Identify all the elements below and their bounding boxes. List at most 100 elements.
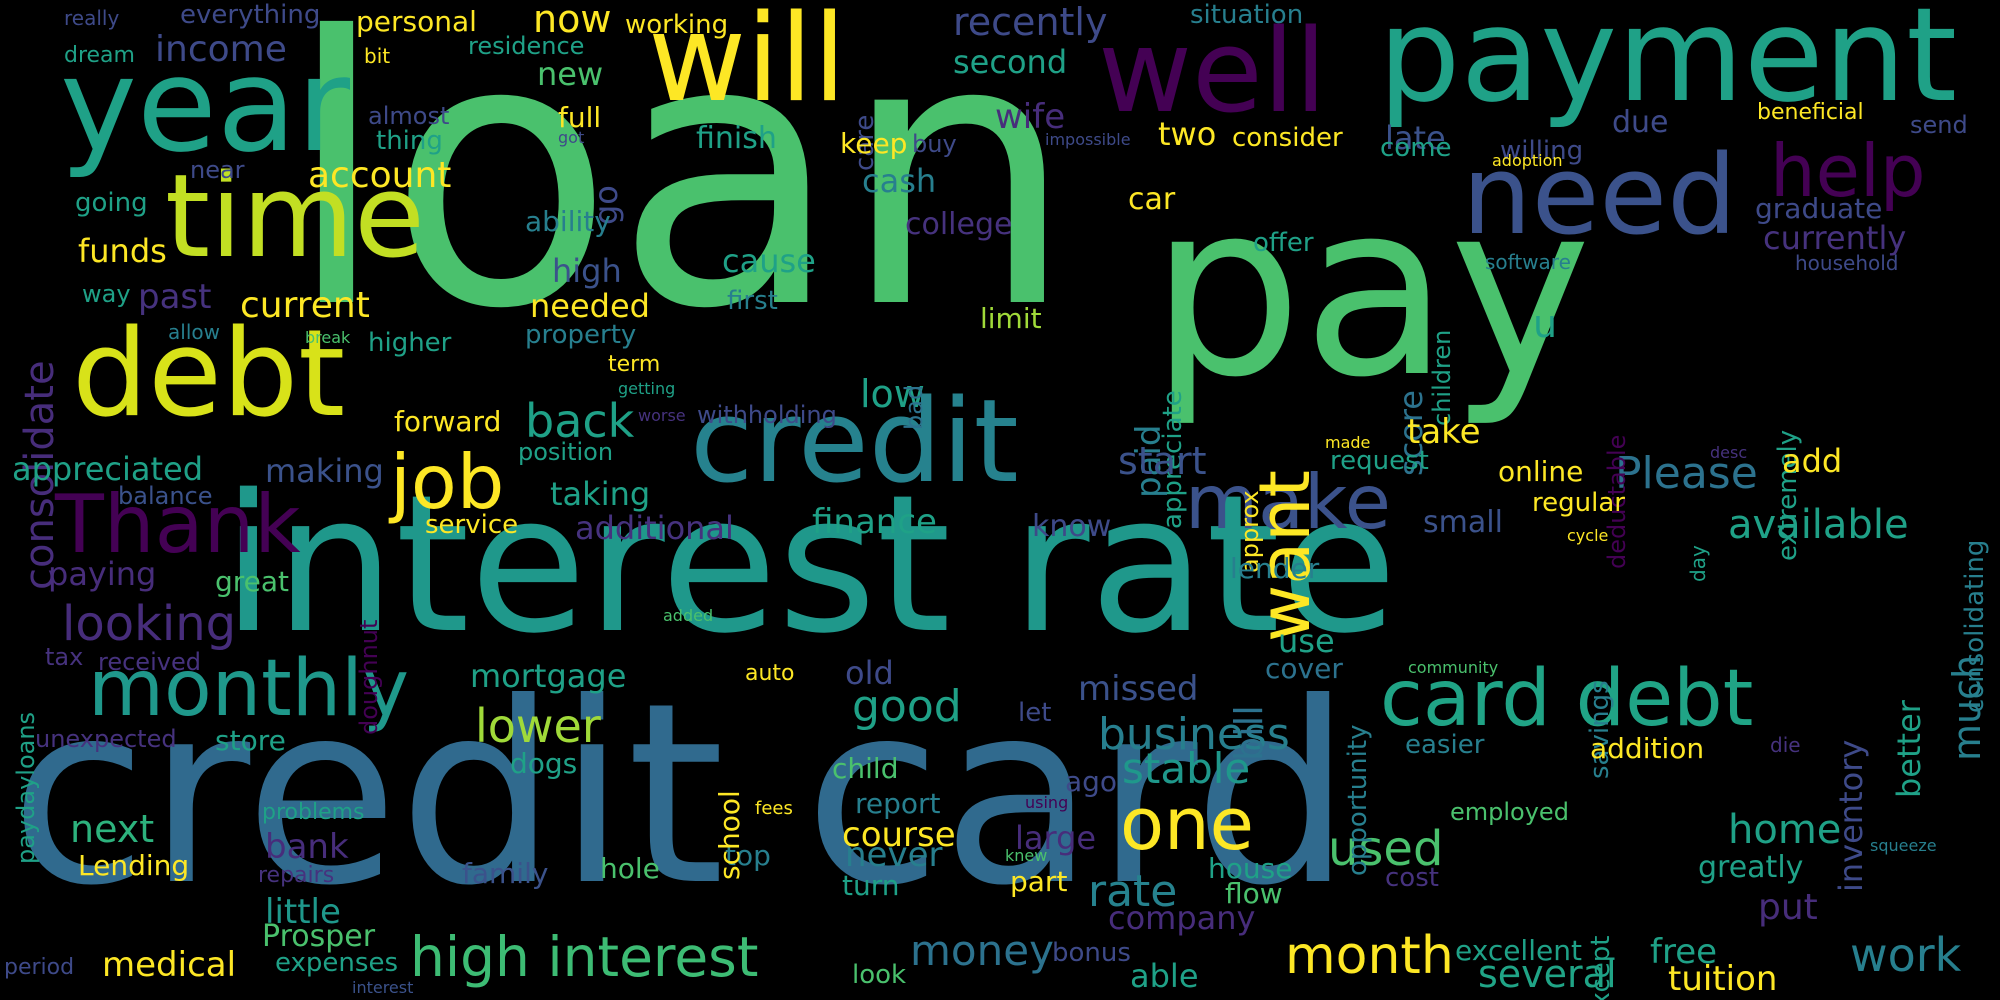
word-let: let xyxy=(1018,698,1052,728)
word-squeeze: squeeze xyxy=(1870,836,1937,855)
word-doughnut: doughnut xyxy=(355,619,383,735)
word-community: community xyxy=(1408,658,1499,677)
word-made: made xyxy=(1325,433,1371,452)
word-graduate: graduate xyxy=(1755,192,1883,225)
word-bit: bit xyxy=(364,44,391,68)
word-working: working xyxy=(625,10,729,40)
word-getting: getting xyxy=(618,379,676,398)
word-little: little xyxy=(265,892,341,932)
word-adoption: adoption xyxy=(1492,151,1563,170)
word-additional: additional xyxy=(575,509,734,547)
word-making: making xyxy=(265,452,384,490)
word-first: first xyxy=(727,286,778,316)
word-college: college xyxy=(905,207,1013,242)
word-need: need xyxy=(1462,131,1737,259)
word-prosper: Prosper xyxy=(262,919,376,954)
word-now: now xyxy=(533,0,612,41)
word-die: die xyxy=(1770,733,1801,757)
word-money: money xyxy=(910,926,1054,975)
word-ability: ability xyxy=(525,205,611,238)
word-added: added xyxy=(663,606,714,625)
word-mortgage: mortgage xyxy=(470,657,627,695)
word-almost: almost xyxy=(368,102,450,130)
word-period: period xyxy=(4,955,75,980)
word-lending: Lending xyxy=(78,849,190,882)
word-going: going xyxy=(75,188,148,218)
word-small: small xyxy=(1423,505,1503,540)
word-got: got xyxy=(558,128,585,147)
word-company: company xyxy=(1108,899,1256,937)
word-impossible: impossible xyxy=(1045,130,1131,149)
word-service: service xyxy=(425,510,519,540)
word-desc: desc xyxy=(1710,443,1748,462)
word-send: send xyxy=(1910,111,1968,139)
word-house: house xyxy=(1208,852,1293,885)
word-better: better xyxy=(1890,700,1928,798)
word-late: late xyxy=(1385,119,1446,157)
word-due: due xyxy=(1612,105,1669,140)
word-credit-card: credit card xyxy=(10,649,1352,940)
word-card-debt: card debt xyxy=(1380,654,1754,744)
word-auto: auto xyxy=(745,661,795,686)
word-regular: regular xyxy=(1532,488,1625,518)
word-will: will xyxy=(648,0,847,129)
word-balance: balance xyxy=(118,482,213,510)
word-willing: willing xyxy=(1500,136,1584,166)
word-part: part xyxy=(1010,865,1068,898)
word-business: business xyxy=(1098,709,1290,760)
word-medical: medical xyxy=(102,945,237,985)
word-missed: missed xyxy=(1078,669,1199,709)
word-looking: looking xyxy=(62,596,237,652)
word-family: family xyxy=(462,857,549,890)
word-know: know xyxy=(1032,509,1112,544)
word-except: except xyxy=(1586,935,1616,1000)
word-lender: lender xyxy=(1230,552,1320,585)
word-interest-small: interest xyxy=(352,978,414,997)
word-flow: flow xyxy=(1225,877,1283,910)
word-back: back xyxy=(525,394,635,448)
word-help: help xyxy=(1770,129,1926,213)
word-appreciated: appreciated xyxy=(12,450,204,488)
word-store: store xyxy=(215,724,286,757)
word-payment: payment xyxy=(1378,0,1958,131)
word-recently: recently xyxy=(953,0,1108,44)
word-keep: keep xyxy=(840,127,908,160)
word-monthly: monthly xyxy=(88,644,409,734)
word-forward: forward xyxy=(394,405,502,438)
word-everything: everything xyxy=(180,0,321,30)
word-unexpected: unexpected xyxy=(35,725,177,753)
word-home: home xyxy=(1728,807,1842,853)
word-look: look xyxy=(852,960,907,990)
word-use: use xyxy=(1278,622,1335,660)
word-current: current xyxy=(240,285,370,326)
word-paydayloans: paydayloans xyxy=(12,711,40,864)
word-never: never xyxy=(845,835,943,875)
word-employed: employed xyxy=(1450,798,1569,826)
word-dream: dream xyxy=(64,43,135,68)
word-buy: buy xyxy=(912,130,957,158)
word-great: great xyxy=(215,565,290,598)
word-using: using xyxy=(1025,793,1069,812)
word-school: school xyxy=(713,790,746,880)
word-top: top xyxy=(725,839,771,872)
word-cost: cost xyxy=(1385,863,1439,893)
word-knew: knew xyxy=(1005,846,1048,865)
word-low: low xyxy=(860,372,925,416)
word-start: start xyxy=(1118,439,1207,483)
word-debt: debt xyxy=(72,305,346,444)
word-property: property xyxy=(525,320,637,350)
word-able: able xyxy=(1130,957,1199,995)
word-month: month xyxy=(1285,926,1454,986)
word-household: household xyxy=(1795,251,1899,275)
word-request: request xyxy=(1330,446,1429,476)
word-break: break xyxy=(305,328,351,347)
word-problems: problems xyxy=(262,800,365,825)
word-child: child xyxy=(832,752,899,785)
word-high: high xyxy=(552,252,622,290)
word-old: old xyxy=(845,654,894,692)
word-bank: bank xyxy=(265,827,349,867)
word-repairs: repairs xyxy=(258,863,335,888)
word-add: add xyxy=(1782,442,1843,480)
word-several: several xyxy=(1478,952,1617,996)
